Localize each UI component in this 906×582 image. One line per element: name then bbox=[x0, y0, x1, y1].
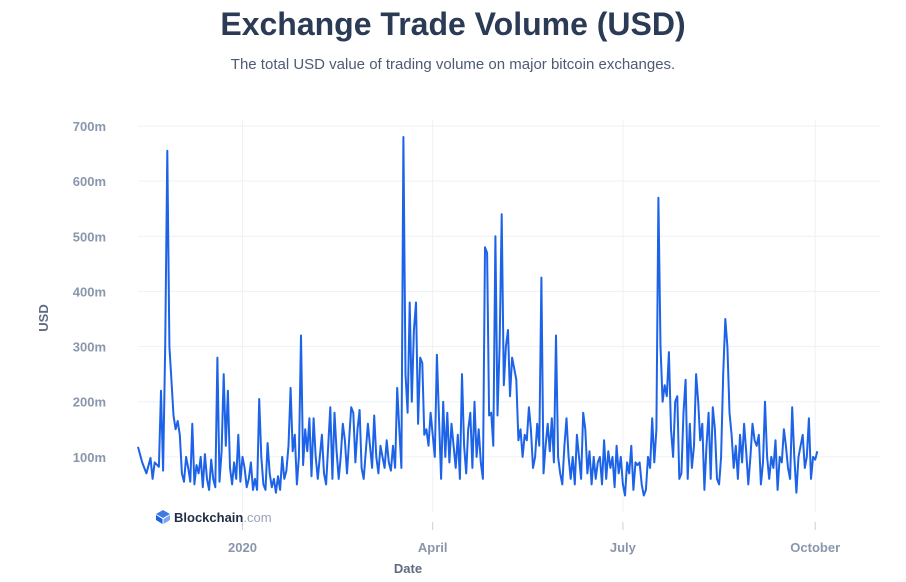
series-line bbox=[137, 136, 819, 497]
y-tick-label: 300m bbox=[73, 340, 106, 355]
chart-subtitle: The total USD value of trading volume on… bbox=[230, 56, 676, 73]
x-axis-label: Date bbox=[394, 561, 422, 576]
y-axis-label: USD bbox=[36, 304, 51, 331]
x-tick-label: July bbox=[610, 540, 637, 555]
blockchain-logo-icon bbox=[156, 510, 170, 524]
y-tick-label: 700m bbox=[73, 119, 106, 134]
x-tick-label: April bbox=[418, 540, 448, 555]
y-axis-ticks: 100m 200m 300m 400m 500m 600m 700m bbox=[73, 119, 106, 465]
chart-title: Exchange Trade Volume (USD) bbox=[220, 6, 686, 42]
x-axis-ticks: 2020 April July October bbox=[228, 522, 840, 555]
y-tick-label: 100m bbox=[73, 450, 106, 465]
watermark: Blockchain.com bbox=[156, 510, 272, 525]
gridlines bbox=[138, 120, 880, 512]
x-tick-label: 2020 bbox=[228, 540, 257, 555]
x-tick-label: October bbox=[790, 540, 840, 555]
y-tick-label: 600m bbox=[73, 174, 106, 189]
y-tick-label: 500m bbox=[73, 229, 106, 244]
watermark-brand: Blockchain.com bbox=[174, 510, 272, 525]
y-tick-label: 400m bbox=[73, 284, 106, 299]
y-tick-label: 200m bbox=[73, 395, 106, 410]
